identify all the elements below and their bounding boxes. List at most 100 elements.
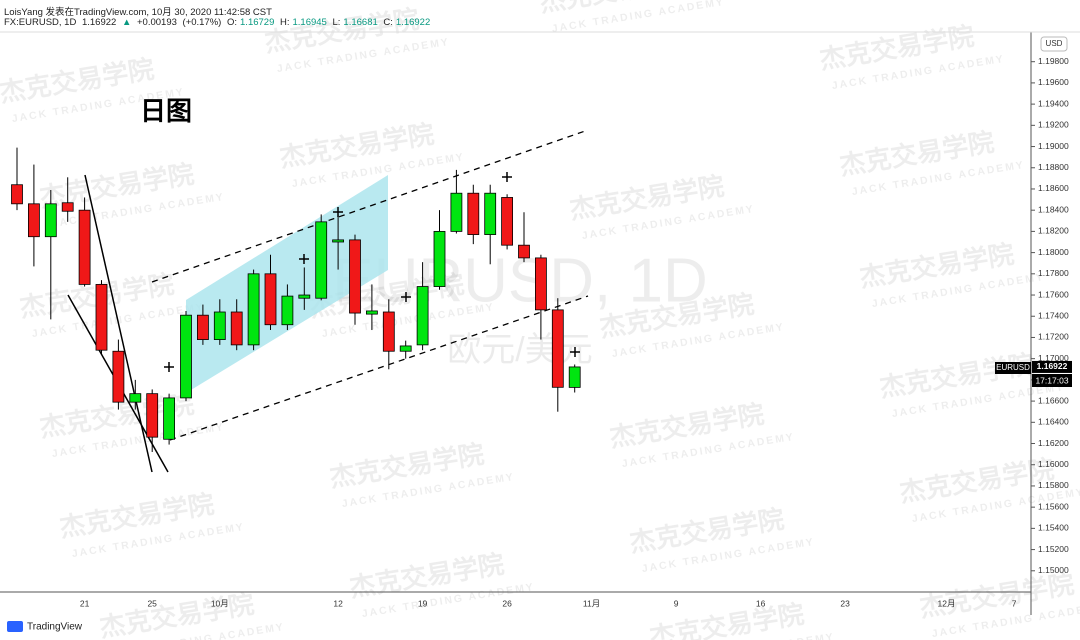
candle-body [213,311,226,340]
header-line-2: FX:EURUSD, 1D 1.16922 ▲ +0.00193 (+0.17%… [4,17,433,28]
y-tick-label: 1.18600 [1038,183,1069,193]
y-tick-label: 1.17400 [1038,310,1069,320]
candle-body [95,284,108,351]
l-value: 1.16681 [343,17,378,28]
candles [11,147,581,452]
countdown: 17:17:03 [1035,375,1068,385]
change-pct: (+0.17%) [182,17,222,28]
candle-body [433,230,446,287]
candle-body [349,239,361,314]
candle-body [281,295,294,326]
candle-body [196,314,209,340]
x-tick-label: 12月 [938,598,956,608]
y-tick-label: 1.19800 [1038,56,1069,66]
y-tick-label: 1.19000 [1038,141,1069,151]
y-tick-label: 1.18200 [1038,226,1069,236]
currency-button[interactable] [1040,36,1068,52]
y-tick-label: 1.17600 [1038,289,1069,299]
y-tick-label: 1.16200 [1038,438,1069,448]
countdown-box [1032,374,1072,387]
candle-body [78,209,91,285]
candle-body [518,244,530,259]
x-tick-label: 10月 [211,598,229,608]
y-tick-label: 1.15800 [1038,480,1069,490]
candle-body [264,273,277,326]
up-arrow: ▲ [121,17,132,28]
axes: 1.15000 1.15200 1.15400 1.15600 1.15800 1.160… [80,56,1069,608]
candle-body [27,203,40,238]
y-tick-label: 1.17200 [1038,332,1069,342]
candle-body [129,393,142,403]
candle-body [298,294,311,299]
x-tick-label: 7 [1012,598,1017,608]
y-tick-label: 1.16000 [1038,459,1069,469]
candle-body [382,311,395,352]
price-tag-symbol: EURUSD [996,363,1030,372]
y-tick-label: 1.19200 [1038,120,1069,130]
channel-line [169,295,589,441]
o-value: 1.16729 [240,17,275,28]
c-value: 1.16922 [395,17,431,28]
y-tick-label: 1.17000 [1038,353,1069,363]
symbol-description: 欧元/美元 [447,331,592,369]
currency: USD [1046,39,1063,48]
x-tick-label: 21 [80,598,90,608]
y-tick-label: 1.15600 [1038,501,1069,511]
y-tick-label: 1.16400 [1038,417,1069,427]
x-tick-label: 12 [333,598,343,608]
y-tick-label: 1.19600 [1038,77,1069,87]
x-tick-label: 11月 [583,598,600,608]
cross-marker [164,172,580,372]
candle-body [230,311,243,346]
y-tick-label: 1.15400 [1038,523,1069,533]
candle-body [501,197,514,246]
candle-body [247,273,260,346]
candle-body [315,221,328,299]
x-tick-label: 9 [674,598,679,608]
y-tick-label: 1.15200 [1038,544,1069,554]
candle-body [332,239,345,243]
x-tick-label: 16 [756,598,766,608]
candle-body [365,310,378,315]
candle-body [551,309,564,388]
header-line-1: LoisYang 发表在TradingView.com, 10月 30, 202… [4,4,275,18]
candle-body [568,366,581,388]
y-tick-label: 1.17800 [1038,268,1069,278]
cross-markers [164,172,580,372]
candle-body [112,350,125,403]
y-tick-label: 1.18400 [1038,204,1069,214]
h-label: H: [280,17,290,28]
annotation: 日图 [140,96,192,126]
candle-body [11,184,23,205]
candle-body [163,397,176,440]
candle-body [484,192,497,235]
author-line: LoisYang 发表在TradingView.com, 10月 30, 202… [4,7,272,18]
candle-body [399,345,412,352]
x-tick-label: 25 [147,598,157,608]
symbol: FX:EURUSD, 1D [4,17,77,28]
candle-body [180,314,192,399]
o-label: O: [226,17,238,28]
l-label: L: [332,17,341,28]
price-tag: 1.16922 [1037,361,1068,371]
candle-body [146,393,159,438]
candle-body [535,257,547,311]
x-tick-label: 26 [502,598,512,608]
h-value: 1.16945 [292,17,327,28]
brand-logo [7,621,23,632]
change: +0.00193 [137,17,177,28]
c-label: C: [383,17,393,28]
x-tick-label: 23 [840,598,850,608]
candle-body [450,192,463,232]
last-price: 1.16922 [81,17,117,28]
candle-body [61,202,74,212]
candle-body [44,203,57,238]
candle-body [416,286,429,346]
y-tick-label: 1.18800 [1038,162,1069,172]
y-tick-label: 1.15000 [1038,565,1069,575]
x-tick-label: 19 [418,598,428,608]
price-tag-box [1032,360,1072,373]
